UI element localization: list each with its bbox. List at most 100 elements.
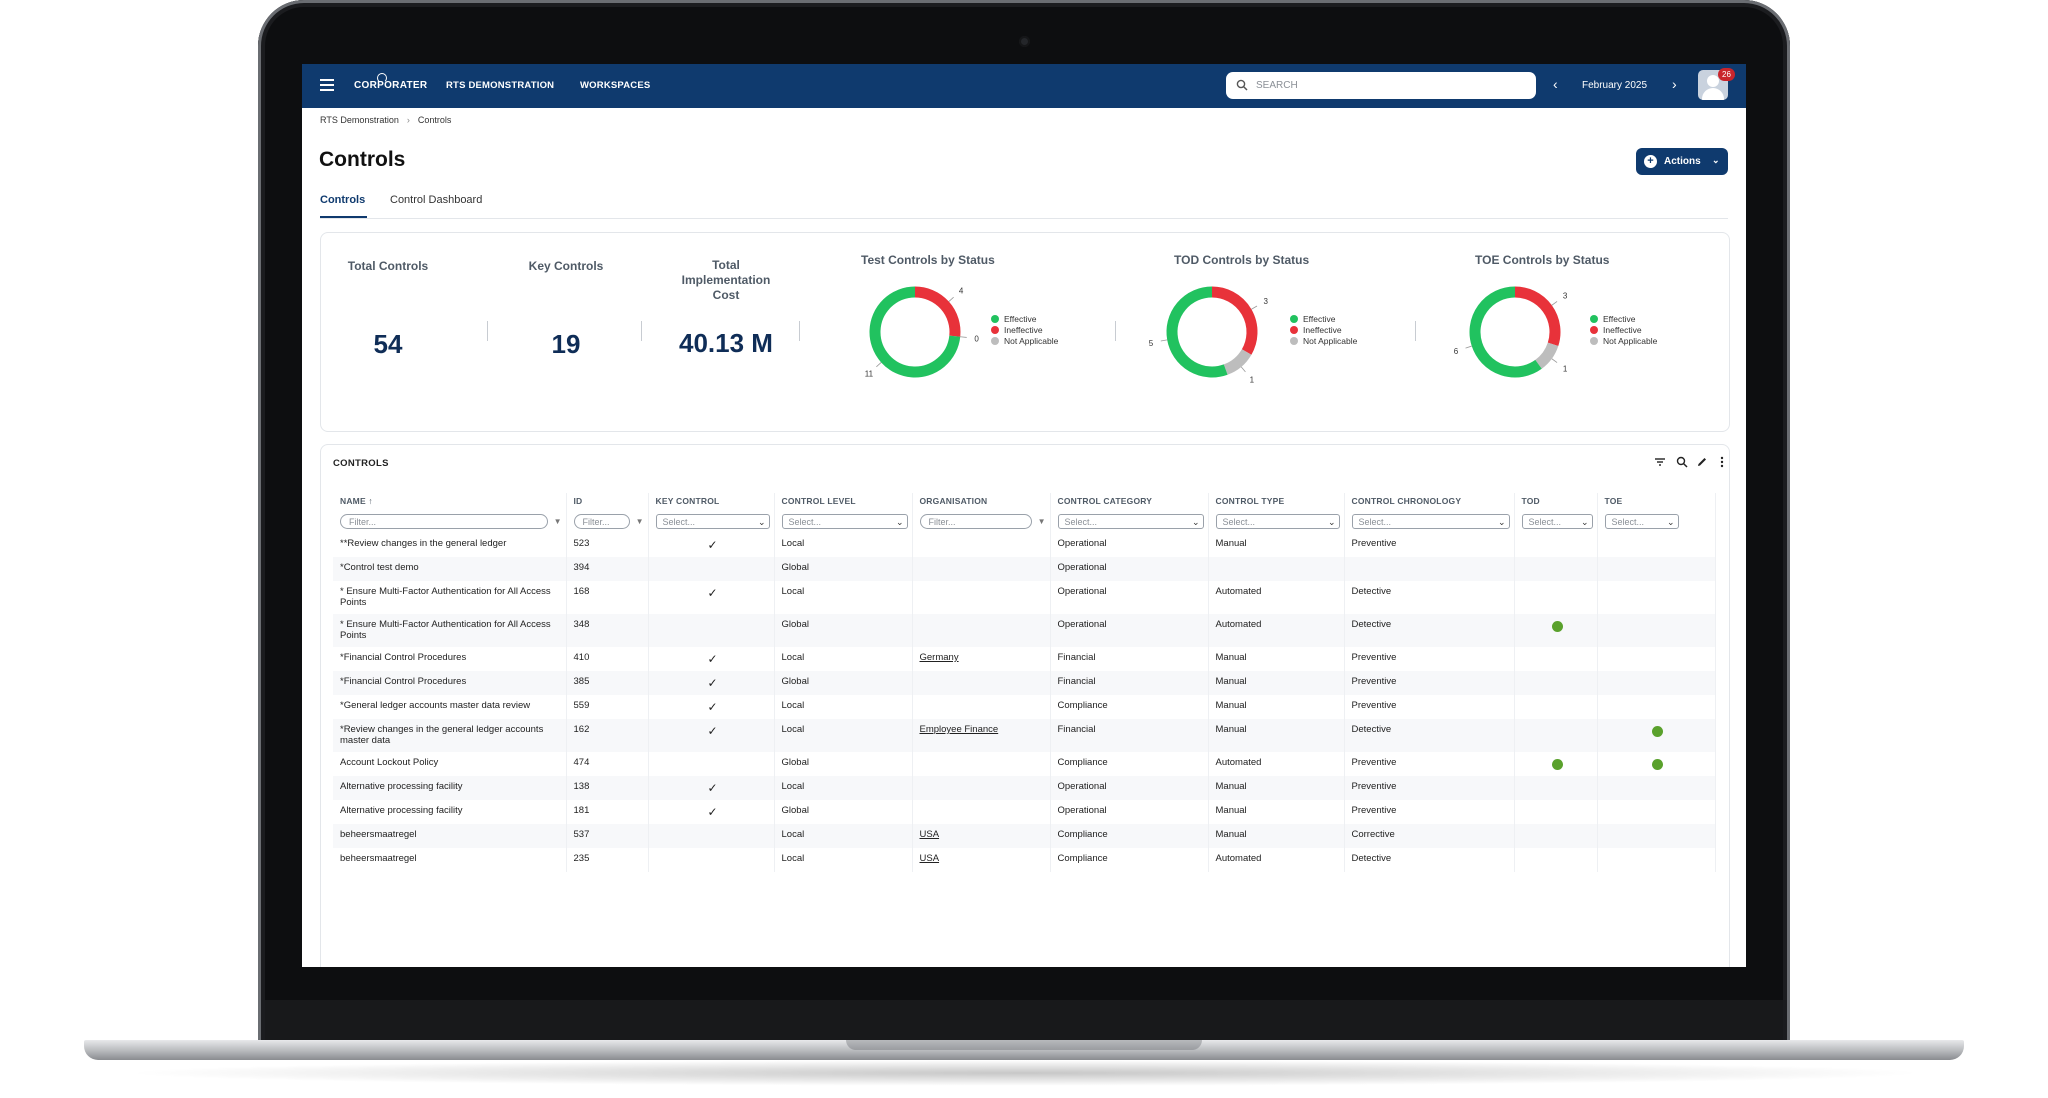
cell-name-text[interactable]: beheersmaatregel bbox=[340, 853, 417, 864]
chevron-left-icon[interactable]: ‹ bbox=[1553, 76, 1558, 92]
cell-name-text[interactable]: * Ensure Multi-Factor Authentication for… bbox=[340, 619, 551, 641]
cell-name: **Review changes in the general ledger bbox=[333, 533, 567, 557]
donut-slice-effective[interactable] bbox=[1166, 286, 1228, 378]
cell-control-type: Manual bbox=[1208, 671, 1345, 695]
column-header-control-level[interactable]: CONTROL LEVEL bbox=[774, 493, 913, 509]
column-header-toe[interactable]: TOE bbox=[1597, 493, 1716, 509]
table-row[interactable]: beheersmaatregel 235 Local USA Compliance Aut… bbox=[333, 848, 1716, 872]
tab-controls[interactable]: Controls bbox=[320, 194, 366, 206]
breadcrumb-item-rts-demonstration[interactable]: RTS Demonstration bbox=[320, 115, 399, 125]
cell-name-text[interactable]: * Ensure Multi-Factor Authentication for… bbox=[340, 586, 551, 608]
cell-key-control: ✓ bbox=[648, 671, 775, 695]
cell-name-text[interactable]: Alternative processing facility bbox=[340, 805, 463, 816]
cell-organisation-text[interactable]: Employee Finance bbox=[919, 724, 999, 735]
cell-tod bbox=[1514, 776, 1598, 800]
filter-icon[interactable]: ▼ bbox=[1037, 516, 1046, 526]
table-row[interactable]: * Ensure Multi-Factor Authentication for… bbox=[333, 614, 1716, 647]
cell-name-text[interactable]: **Review changes in the general ledger bbox=[340, 538, 507, 549]
column-header-tod[interactable]: TOD bbox=[1514, 493, 1598, 509]
table-row[interactable]: Alternative processing facility 181 ✓ Globa… bbox=[333, 800, 1716, 824]
table-row[interactable]: *Control test demo 394 Global Operational bbox=[333, 557, 1716, 581]
id-filter-input[interactable]: Filter... bbox=[573, 513, 630, 529]
column-header-control-chronology[interactable]: CONTROL CHRONOLOGY bbox=[1344, 493, 1515, 509]
organisation-filter-input[interactable]: Filter... bbox=[919, 513, 1032, 529]
column-header-key-control[interactable]: KEY CONTROL bbox=[648, 493, 775, 509]
cell-organisation-text[interactable]: USA bbox=[919, 853, 940, 864]
column-header-organisation[interactable]: ORGANISATION bbox=[912, 493, 1051, 509]
edit-icon[interactable] bbox=[1695, 455, 1709, 469]
search-icon[interactable] bbox=[1675, 455, 1689, 469]
cell-control-type: Manual bbox=[1208, 695, 1345, 719]
chevron-down-icon: ⌄ bbox=[1497, 516, 1506, 527]
column-header-name[interactable]: NAME ↑ bbox=[333, 493, 567, 509]
control-level-select[interactable]: Select... ⌄ bbox=[781, 513, 908, 529]
select-placeholder: Select... bbox=[1528, 516, 1562, 527]
cell-control-level: Local bbox=[774, 848, 913, 872]
filter-icon[interactable]: ▼ bbox=[553, 516, 562, 526]
cell-control-chronology-text: Preventive bbox=[1351, 781, 1397, 792]
nav-workspaces[interactable]: WORKSPACES bbox=[580, 80, 651, 91]
cell-toe bbox=[1597, 614, 1716, 647]
table-row[interactable]: * Ensure Multi-Factor Authentication for… bbox=[333, 581, 1716, 614]
column-header-id[interactable]: ID bbox=[566, 493, 649, 509]
donut-slice-not-applicable[interactable] bbox=[1535, 342, 1559, 369]
cell-name-text[interactable]: Account Lockout Policy bbox=[340, 757, 439, 768]
table-row[interactable]: beheersmaatregel 537 Local USA Compliance Man… bbox=[333, 824, 1716, 848]
search-input[interactable]: SEARCH bbox=[1256, 80, 1298, 91]
cell-name-text[interactable]: Alternative processing facility bbox=[340, 781, 463, 792]
cell-name-text[interactable]: beheersmaatregel bbox=[340, 829, 417, 840]
cell-control-level-text: Local bbox=[781, 853, 805, 864]
cell-name-text[interactable]: *Review changes in the general ledger ac… bbox=[340, 724, 544, 746]
control-category-select[interactable]: Select... ⌄ bbox=[1057, 513, 1204, 529]
donut-slice-ineffective[interactable] bbox=[1514, 286, 1561, 347]
kpi-label: Key Controls bbox=[528, 259, 604, 273]
avatar[interactable] bbox=[1698, 70, 1728, 100]
column-header-control-type[interactable]: CONTROL TYPE bbox=[1208, 493, 1345, 509]
tod-select[interactable]: Select... ⌄ bbox=[1521, 513, 1593, 529]
period-label[interactable]: February 2025 bbox=[1582, 80, 1648, 91]
cell-control-type: Manual bbox=[1208, 824, 1345, 848]
donut-slice-effective[interactable] bbox=[869, 286, 961, 378]
cell-name-text[interactable]: *General ledger accounts master data rev… bbox=[340, 700, 531, 711]
nav-rts-demonstration[interactable]: RTS DEMONSTRATION bbox=[446, 80, 555, 91]
table-row[interactable]: Alternative processing facility 138 ✓ Local… bbox=[333, 776, 1716, 800]
table-row[interactable]: Account Lockout Policy 474 Global Complianc… bbox=[333, 752, 1716, 776]
cell-organisation-text[interactable]: USA bbox=[919, 829, 940, 840]
cell-name: *General ledger accounts master data rev… bbox=[333, 695, 567, 719]
column-header-control-category[interactable]: CONTROL CATEGORY bbox=[1050, 493, 1209, 509]
table-row[interactable]: **Review changes in the general ledger 52… bbox=[333, 533, 1716, 557]
table-row[interactable]: *Financial Control Procedures 385 ✓ Global F… bbox=[333, 671, 1716, 695]
donut-slice-ineffective[interactable] bbox=[1211, 286, 1258, 355]
donut-slice-ineffective[interactable] bbox=[914, 286, 961, 337]
cell-name-text[interactable]: *Financial Control Procedures bbox=[340, 676, 467, 687]
cell-organisation-text[interactable]: Germany bbox=[919, 652, 959, 663]
menu-icon[interactable] bbox=[320, 79, 334, 91]
donut-slice-effective[interactable] bbox=[1469, 286, 1542, 378]
donut-slice-not-applicable[interactable] bbox=[1223, 349, 1252, 375]
control-type-select[interactable]: Select... ⌄ bbox=[1215, 513, 1340, 529]
toe-select[interactable]: Select... ⌄ bbox=[1604, 513, 1679, 529]
data-label-leader bbox=[1251, 305, 1258, 310]
chart-title: TOE Controls by Status bbox=[1475, 253, 1610, 267]
laptop-shadow bbox=[120, 1060, 1930, 1086]
tab-control-dashboard[interactable]: Control Dashboard bbox=[390, 194, 483, 206]
table-row[interactable]: *General ledger accounts master data rev… bbox=[333, 695, 1716, 719]
table-row[interactable]: *Review changes in the general ledger ac… bbox=[333, 719, 1716, 752]
cell-control-level-text: Local bbox=[781, 586, 805, 597]
data-label: 1 bbox=[1563, 364, 1568, 373]
key-control-select[interactable]: Select... ⌄ bbox=[655, 513, 770, 529]
chevron-right-icon[interactable]: › bbox=[1672, 76, 1677, 92]
name-filter-input[interactable]: Filter... bbox=[340, 513, 548, 529]
cell-name-text[interactable]: *Financial Control Procedures bbox=[340, 652, 467, 663]
cell-id: 348 bbox=[566, 614, 649, 647]
search-box[interactable]: SEARCH bbox=[1226, 72, 1536, 99]
table-row[interactable]: *Financial Control Procedures 410 ✓ Local Ge… bbox=[333, 647, 1716, 671]
control-chronology-select[interactable]: Select... ⌄ bbox=[1351, 513, 1510, 529]
filter-icon[interactable] bbox=[1653, 455, 1667, 469]
app-logo[interactable]: CORPORATER bbox=[354, 73, 427, 91]
actions-button[interactable]: + Actions ⌄ bbox=[1636, 148, 1728, 175]
cell-id-text: 537 bbox=[573, 829, 590, 840]
filter-icon[interactable]: ▼ bbox=[635, 516, 644, 526]
more-vertical-icon[interactable] bbox=[1715, 455, 1729, 469]
cell-name-text[interactable]: *Control test demo bbox=[340, 562, 419, 573]
